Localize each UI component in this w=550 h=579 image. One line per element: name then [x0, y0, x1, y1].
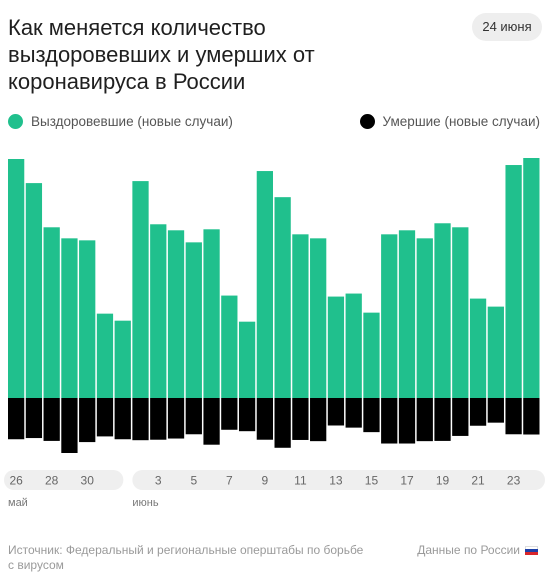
x-tick-label: 17	[400, 474, 414, 488]
deaths-bar	[150, 398, 167, 440]
recovered-bar	[274, 197, 291, 398]
legend-deaths-swatch	[359, 113, 375, 129]
recovered-bar	[79, 240, 96, 398]
month-label: май	[8, 497, 28, 509]
recovered-bar	[43, 227, 60, 398]
recovered-bar	[185, 242, 202, 398]
source-note: Источник: Федеральный и региональные опе…	[8, 543, 364, 572]
data-scope-label: Данные по России	[417, 543, 520, 557]
recovered-bar	[469, 298, 487, 398]
x-tick-label: 7	[226, 474, 233, 488]
deaths-bar	[61, 398, 78, 453]
june-axis-band	[132, 470, 545, 490]
data-scope-note: Данные по России	[417, 543, 538, 558]
recovered-bar	[221, 295, 238, 398]
deaths-bar	[381, 398, 398, 444]
recovered-bar	[310, 238, 327, 398]
x-tick-label: 19	[436, 474, 450, 488]
x-tick-label: 5	[190, 474, 197, 488]
deaths-bar	[132, 398, 149, 441]
recovered-bar	[167, 230, 185, 398]
deaths-bar	[469, 398, 487, 426]
x-tick-label: 26	[9, 474, 23, 488]
recovered-bar	[523, 158, 540, 398]
recovered-bar	[114, 320, 131, 398]
recovered-bar	[434, 223, 451, 398]
x-tick-label: 11	[294, 474, 307, 488]
may-axis-band	[4, 470, 124, 490]
recovered-bar	[327, 296, 345, 398]
deaths-bar	[363, 398, 380, 433]
date-badge: 24 июня	[472, 13, 542, 41]
x-tick-label: 3	[155, 474, 162, 488]
x-tick-label: 15	[365, 474, 379, 488]
deaths-bar	[274, 398, 291, 448]
deaths-bar	[185, 398, 202, 435]
deaths-bar	[292, 398, 309, 440]
deaths-bar	[25, 398, 43, 439]
recovered-bar	[292, 234, 309, 398]
deaths-bar	[310, 398, 327, 442]
deaths-bar	[505, 398, 522, 435]
recovered-bar	[487, 306, 504, 398]
recovered-bar	[132, 181, 149, 398]
deaths-bar	[167, 398, 185, 439]
deaths-bar	[327, 398, 345, 426]
deaths-bar	[416, 398, 433, 442]
recovered-bar	[452, 227, 469, 398]
recovered-bar	[8, 159, 25, 398]
deaths-bar	[345, 398, 362, 428]
month-label: июнь	[132, 497, 158, 509]
deaths-bar	[398, 398, 416, 444]
deaths-bar	[221, 398, 238, 430]
recovered-bar	[363, 312, 380, 398]
x-tick-label: 21	[471, 474, 485, 488]
deaths-bar	[434, 398, 451, 441]
deaths-bar	[256, 398, 273, 440]
recovered-bar	[96, 313, 114, 398]
x-tick-label: 9	[262, 474, 269, 488]
deaths-bar	[523, 398, 540, 435]
legend-recovered: Выздоровевшие (новые случаи)	[8, 112, 233, 130]
legend-recovered-swatch	[8, 113, 23, 129]
x-tick-label: 13	[329, 474, 343, 488]
recovered-bar	[150, 224, 167, 398]
legend-recovered-label: Выздоровевшие (новые случаи)	[31, 113, 233, 129]
x-tick-label: 23	[507, 474, 521, 488]
recovered-bar	[398, 230, 416, 398]
recovered-bar	[345, 293, 362, 398]
recovered-bar	[25, 183, 43, 398]
deaths-bar	[114, 398, 131, 440]
deaths-bar	[452, 398, 469, 436]
recovered-bar	[61, 238, 78, 398]
deaths-bar	[43, 398, 60, 441]
recovered-bar	[416, 238, 433, 398]
legend-deaths-label: Умершие (новые случаи)	[382, 113, 540, 129]
recovered-bar	[203, 229, 220, 398]
recovered-bar	[381, 234, 398, 398]
recovered-bar	[238, 321, 256, 398]
x-tick-label: 28	[45, 474, 59, 488]
chart-title: Как меняется количество выздоровевших и …	[8, 15, 315, 94]
deaths-bar	[238, 398, 256, 432]
x-tick-label: 30	[81, 474, 95, 488]
russia-flag-icon	[525, 545, 538, 556]
deaths-bar	[96, 398, 114, 437]
recovered-bar	[256, 171, 273, 398]
recovered-bar	[505, 165, 522, 398]
deaths-bar	[203, 398, 220, 445]
deaths-bar	[8, 398, 25, 440]
legend-deaths: Умершие (новые случаи)	[359, 112, 540, 130]
deaths-bar	[79, 398, 96, 443]
deaths-bar	[487, 398, 504, 423]
